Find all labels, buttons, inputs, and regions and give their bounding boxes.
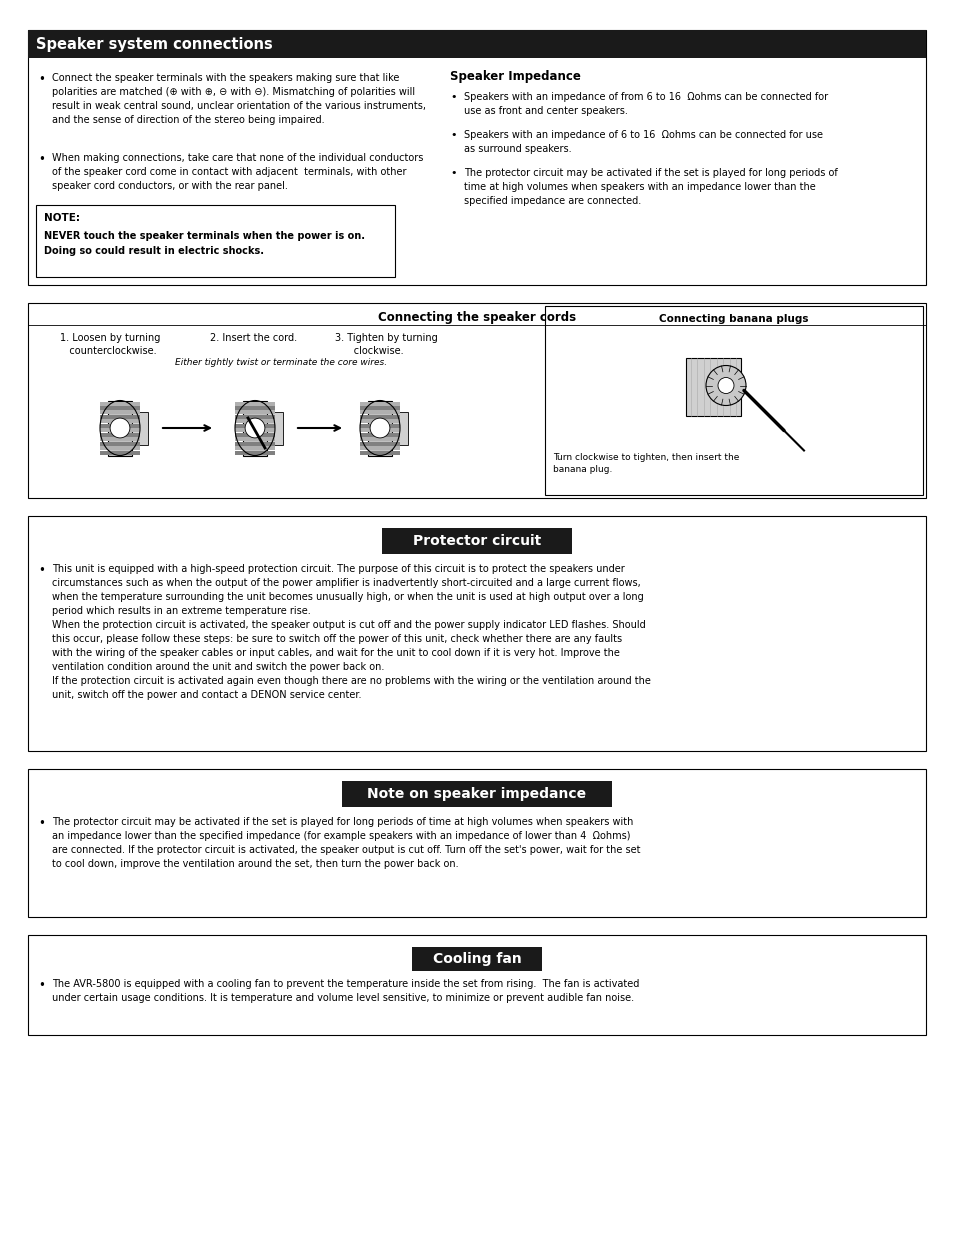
Circle shape [705, 365, 745, 406]
FancyBboxPatch shape [100, 424, 140, 428]
FancyBboxPatch shape [234, 447, 274, 450]
FancyBboxPatch shape [132, 412, 148, 444]
FancyBboxPatch shape [234, 406, 274, 409]
FancyBboxPatch shape [108, 401, 132, 455]
FancyBboxPatch shape [234, 419, 274, 423]
FancyBboxPatch shape [28, 516, 925, 751]
Text: Connect the speaker terminals with the speakers making sure that like
polarities: Connect the speaker terminals with the s… [52, 73, 426, 125]
FancyBboxPatch shape [234, 442, 274, 445]
FancyBboxPatch shape [234, 450, 274, 454]
Text: Connecting banana plugs: Connecting banana plugs [659, 314, 808, 324]
FancyBboxPatch shape [685, 357, 740, 416]
Text: The protector circuit may be activated if the set is played for long periods of
: The protector circuit may be activated i… [463, 168, 837, 207]
FancyBboxPatch shape [359, 450, 399, 454]
FancyBboxPatch shape [28, 303, 925, 499]
FancyBboxPatch shape [100, 419, 140, 423]
FancyBboxPatch shape [100, 437, 140, 442]
FancyBboxPatch shape [100, 406, 140, 409]
FancyBboxPatch shape [359, 406, 399, 409]
Text: Connecting the speaker cords: Connecting the speaker cords [377, 310, 576, 324]
Text: Speakers with an impedance of 6 to 16  Ωohms can be connected for use
as surroun: Speakers with an impedance of 6 to 16 Ωo… [463, 130, 822, 153]
Text: •: • [450, 92, 456, 101]
FancyBboxPatch shape [392, 412, 408, 444]
FancyBboxPatch shape [100, 428, 140, 432]
FancyBboxPatch shape [100, 447, 140, 450]
FancyBboxPatch shape [28, 769, 925, 917]
FancyBboxPatch shape [234, 437, 274, 442]
Text: •: • [38, 564, 45, 576]
Text: 1. Loosen by turning
   counterclockwise.: 1. Loosen by turning counterclockwise. [60, 333, 160, 356]
Text: The AVR-5800 is equipped with a cooling fan to prevent the temperature inside th: The AVR-5800 is equipped with a cooling … [52, 978, 639, 1003]
Text: Turn clockwise to tighten, then insert the
banana plug.: Turn clockwise to tighten, then insert t… [553, 453, 739, 474]
Text: NEVER touch the speaker terminals when the power is on.
Doing so could result in: NEVER touch the speaker terminals when t… [44, 231, 365, 256]
Text: 3. Tighten by turning
      clockwise.: 3. Tighten by turning clockwise. [335, 333, 437, 356]
Circle shape [245, 418, 265, 438]
Text: •: • [450, 130, 456, 140]
FancyBboxPatch shape [359, 428, 399, 432]
Text: This unit is equipped with a high-speed protection circuit. The purpose of this : This unit is equipped with a high-speed … [52, 564, 650, 700]
FancyBboxPatch shape [234, 428, 274, 432]
FancyBboxPatch shape [341, 781, 612, 807]
Text: Either tightly twist or terminate the core wires.: Either tightly twist or terminate the co… [174, 357, 387, 367]
FancyBboxPatch shape [28, 30, 925, 285]
FancyBboxPatch shape [359, 402, 399, 406]
FancyBboxPatch shape [359, 424, 399, 428]
Text: Protector circuit: Protector circuit [413, 534, 540, 548]
Text: Speaker system connections: Speaker system connections [36, 37, 273, 52]
Text: •: • [38, 73, 45, 87]
FancyBboxPatch shape [412, 948, 541, 971]
Text: Cooling fan: Cooling fan [432, 952, 521, 966]
FancyBboxPatch shape [267, 412, 283, 444]
Text: 2. Insert the cord.: 2. Insert the cord. [210, 333, 296, 343]
Text: •: • [38, 978, 45, 992]
Text: Note on speaker impedance: Note on speaker impedance [367, 787, 586, 802]
Text: •: • [38, 816, 45, 830]
FancyBboxPatch shape [359, 414, 399, 419]
FancyBboxPatch shape [368, 401, 392, 455]
FancyBboxPatch shape [100, 414, 140, 419]
FancyBboxPatch shape [100, 450, 140, 454]
Circle shape [718, 377, 733, 393]
FancyBboxPatch shape [544, 306, 923, 495]
FancyBboxPatch shape [359, 442, 399, 445]
Text: When making connections, take care that none of the individual conductors
of the: When making connections, take care that … [52, 153, 423, 190]
FancyBboxPatch shape [28, 935, 925, 1035]
FancyBboxPatch shape [100, 411, 140, 414]
FancyBboxPatch shape [234, 424, 274, 428]
Circle shape [110, 418, 130, 438]
FancyBboxPatch shape [243, 401, 267, 455]
FancyBboxPatch shape [359, 447, 399, 450]
FancyBboxPatch shape [28, 30, 925, 58]
Text: The protector circuit may be activated if the set is played for long periods of : The protector circuit may be activated i… [52, 816, 639, 870]
FancyBboxPatch shape [234, 414, 274, 419]
FancyBboxPatch shape [36, 205, 395, 277]
Text: Speaker Impedance: Speaker Impedance [450, 71, 580, 83]
FancyBboxPatch shape [381, 528, 572, 554]
Text: Speakers with an impedance of from 6 to 16  Ωohms can be connected for
use as fr: Speakers with an impedance of from 6 to … [463, 92, 827, 116]
FancyBboxPatch shape [234, 433, 274, 437]
FancyBboxPatch shape [234, 411, 274, 414]
FancyBboxPatch shape [359, 411, 399, 414]
FancyBboxPatch shape [359, 433, 399, 437]
Text: •: • [450, 168, 456, 178]
FancyBboxPatch shape [100, 442, 140, 445]
Circle shape [370, 418, 390, 438]
FancyBboxPatch shape [100, 402, 140, 406]
Text: NOTE:: NOTE: [44, 213, 80, 223]
FancyBboxPatch shape [359, 437, 399, 442]
FancyBboxPatch shape [100, 433, 140, 437]
FancyBboxPatch shape [234, 402, 274, 406]
Text: •: • [38, 153, 45, 166]
FancyBboxPatch shape [359, 419, 399, 423]
